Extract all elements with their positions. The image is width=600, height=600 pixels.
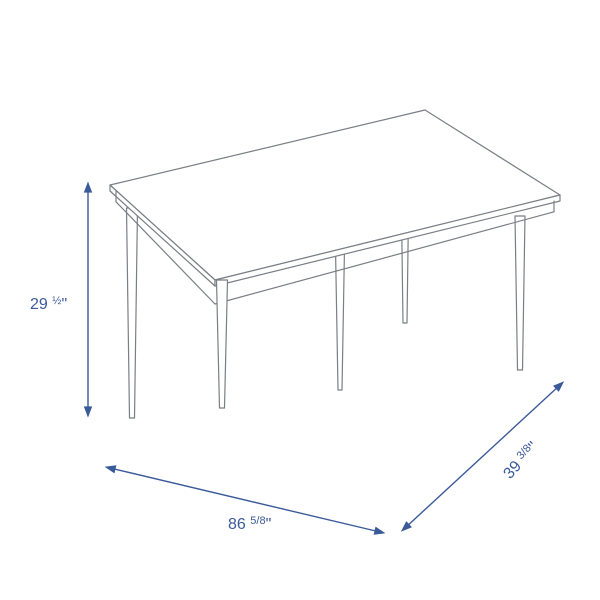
- technical-diagram: 29 ½" 86 5/8" 39 3/8": [0, 0, 600, 600]
- length-label: 86 5/8": [228, 516, 271, 534]
- height-label: 29 ½": [30, 296, 67, 314]
- table-drawing: [110, 110, 560, 418]
